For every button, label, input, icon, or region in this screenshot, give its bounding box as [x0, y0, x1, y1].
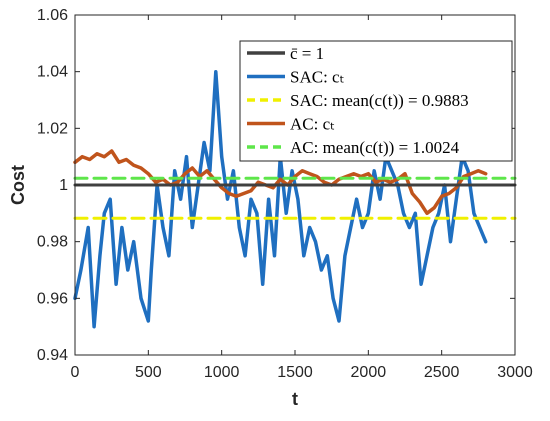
y-tick-label: 1	[59, 177, 68, 194]
y-tick-label: 1.06	[37, 7, 68, 24]
legend-label: SAC: mean(c(t)) = 0.9883	[290, 91, 469, 110]
x-tick-label: 1000	[204, 364, 240, 381]
x-tick-label: 3000	[497, 364, 533, 381]
x-tick-label: 1500	[277, 364, 313, 381]
y-tick-label: 0.98	[37, 234, 68, 251]
legend-box	[239, 40, 513, 162]
y-axis-label: Cost	[8, 165, 28, 205]
x-tick-label: 2000	[351, 364, 387, 381]
legend-label: c̄ = 1	[290, 44, 324, 63]
x-axis-label: t	[292, 389, 298, 409]
legend-label: AC: mean(c(t)) = 1.0024	[290, 138, 460, 157]
y-tick-label: 1.02	[37, 120, 68, 137]
y-tick-label: 0.96	[37, 290, 68, 307]
legend-label: SAC: cₜ	[290, 68, 345, 87]
y-tick-label: 0.94	[37, 347, 68, 364]
y-tick-label: 1.04	[37, 64, 68, 81]
legend-label: AC: cₜ	[290, 115, 335, 134]
x-tick-label: 500	[135, 364, 162, 381]
series-line	[73, 149, 488, 216]
y-axis: 0.94 0.96 0.98 1 1.02 1.04 1.06	[37, 7, 515, 364]
legend: c̄ = 1 SAC: cₜ SAC: mean(c(t)) = 0.9883 AC:…	[239, 40, 513, 162]
x-tick-label: 0	[71, 364, 80, 381]
x-tick-label: 2500	[424, 364, 460, 381]
x-axis: 0 500 1000 1500 2000 2500 3000	[71, 15, 533, 381]
